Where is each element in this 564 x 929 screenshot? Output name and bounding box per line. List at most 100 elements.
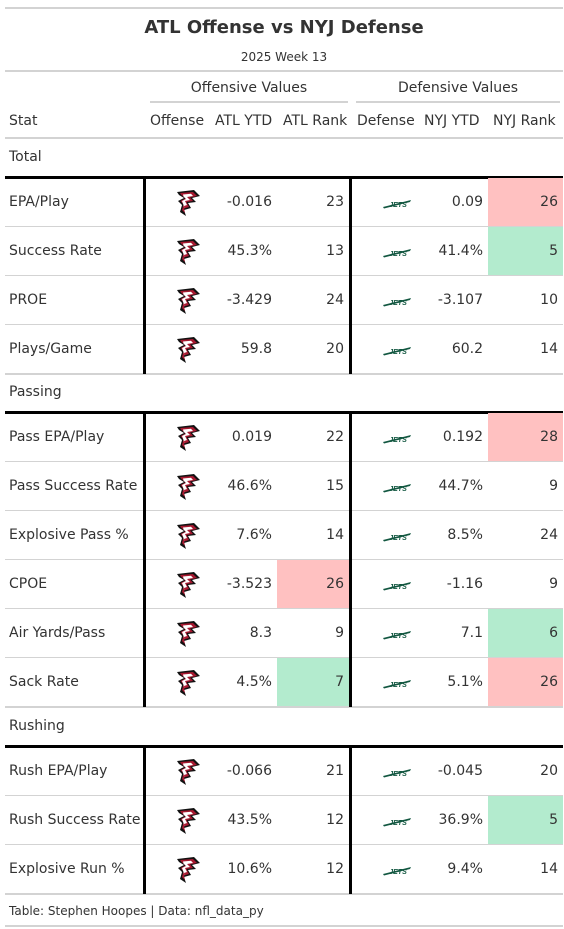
svg-text:JETS: JETS [389,437,407,444]
nyj-ytd-value: -1.16 [446,576,483,592]
nyj-rank-highlight [488,609,563,658]
jets-logo-icon: JETS [383,431,413,450]
table-subtitle: 2025 Week 13 [240,50,328,64]
svg-text:JETS: JETS [389,633,407,640]
table-row: PROE -3.429 24 -3.107 10 JETS [5,276,563,325]
atl-rank-highlight [277,560,351,609]
row-divider [5,608,563,609]
stat-name: Sack Rate [9,674,79,690]
group-top-rule [5,176,563,179]
nyj-ytd-value: 0.192 [442,429,483,445]
svg-text:JETS: JETS [389,771,407,778]
falcons-logo-icon [174,855,202,889]
table-row: Air Yards/Pass 8.3 9 7.1 6 JETS [5,609,563,658]
stat-name: Rush EPA/Play [9,763,108,779]
group-top-rule [5,745,563,748]
row-divider [5,226,563,227]
stat-name: Explosive Run % [9,861,125,877]
falcons-logo-icon [174,668,202,702]
spanner-offensive-values: Offensive Values [190,80,308,96]
jets-logo-icon: JETS [383,676,413,695]
falcons-logo-icon [174,570,202,604]
col-header-offense: Offense [150,113,205,129]
jets-logo-icon: JETS [383,196,413,215]
group-bottom-rule [5,893,563,895]
atl-ytd-value: 59.8 [240,341,272,357]
nyj-rank-value: 9 [549,576,558,592]
atl-ytd-value: 10.6% [227,861,272,877]
atl-rank-highlight [277,658,351,707]
stat-name: EPA/Play [9,194,69,210]
atl-rank-value: 15 [326,478,344,494]
jets-logo-icon: JETS [383,343,413,362]
jets-logo-icon: JETS [383,529,413,548]
svg-text:JETS: JETS [389,349,407,356]
jets-logo-icon: JETS [383,863,413,882]
svg-text:JETS: JETS [389,682,407,689]
row-divider [5,510,563,511]
col-header-defense: Defense [357,113,415,129]
atl-rank-value: 12 [326,861,344,877]
jets-logo-icon: JETS [383,480,413,499]
row-divider [5,795,563,796]
nyj-rank-value: 10 [540,292,558,308]
table-row: CPOE -3.523 26 -1.16 9 JETS [5,560,563,609]
row-divider [5,461,563,462]
falcons-logo-icon [174,619,202,653]
spanner-line-defense [356,101,560,103]
heading-divider [5,70,563,72]
falcons-logo-icon [174,521,202,555]
bottom-border [5,925,563,927]
nyj-rank-value: 26 [540,194,558,210]
row-divider [5,324,563,325]
jets-logo-icon: JETS [383,578,413,597]
nyj-rank-value: 20 [540,763,558,779]
falcons-logo-icon [174,757,202,791]
table-row: Success Rate 45.3% 13 41.4% 5 JETS [5,227,563,276]
col-header-atl-ytd: ATL YTD [215,113,273,129]
atl-rank-value: 21 [326,763,344,779]
svg-text:JETS: JETS [389,251,407,258]
table-row: EPA/Play -0.016 23 0.09 26 JETS [5,178,563,227]
atl-ytd-value: -3.523 [226,576,272,592]
nyj-ytd-value: -3.107 [437,292,483,308]
jets-logo-icon: JETS [383,814,413,833]
nyj-ytd-value: 5.1% [447,674,483,690]
svg-text:JETS: JETS [389,300,407,307]
group-label-passing: Passing [9,384,62,400]
atl-ytd-value: 45.3% [227,243,272,259]
nyj-rank-value: 26 [540,674,558,690]
atl-rank-value: 7 [335,674,344,690]
nyj-rank-value: 24 [540,527,558,543]
nyj-ytd-value: 9.4% [447,861,483,877]
svg-text:JETS: JETS [389,869,407,876]
falcons-logo-icon [174,806,202,840]
row-divider [5,844,563,845]
nyj-ytd-value: 0.09 [451,194,483,210]
table-row: Plays/Game 59.8 20 60.2 14 JETS [5,325,563,374]
nyj-rank-highlight [488,227,563,276]
atl-ytd-value: 7.6% [236,527,272,543]
nyj-rank-value: 5 [549,812,558,828]
top-border [5,7,563,9]
nyj-ytd-value: 44.7% [438,478,483,494]
nyj-rank-value: 28 [540,429,558,445]
group-label-total: Total [9,149,42,165]
spanner-line-offense [150,101,348,103]
table-row: Explosive Run % 10.6% 12 9.4% 14 JETS [5,845,563,894]
group-label-rushing: Rushing [9,718,65,734]
stat-name: PROE [9,292,48,308]
group-bottom-rule [5,373,563,375]
stat-name: Pass EPA/Play [9,429,105,445]
group-top-rule [5,411,563,414]
table-row: Pass Success Rate 46.6% 15 44.7% 9 JETS [5,462,563,511]
table-title: ATL Offense vs NYJ Defense [144,17,424,38]
jets-logo-icon: JETS [383,245,413,264]
row-divider [5,657,563,658]
jets-logo-icon: JETS [383,765,413,784]
atl-rank-value: 12 [326,812,344,828]
falcons-logo-icon [174,472,202,506]
falcons-logo-icon [174,237,202,271]
nyj-rank-value: 14 [540,341,558,357]
stat-name: Rush Success Rate [9,812,141,828]
